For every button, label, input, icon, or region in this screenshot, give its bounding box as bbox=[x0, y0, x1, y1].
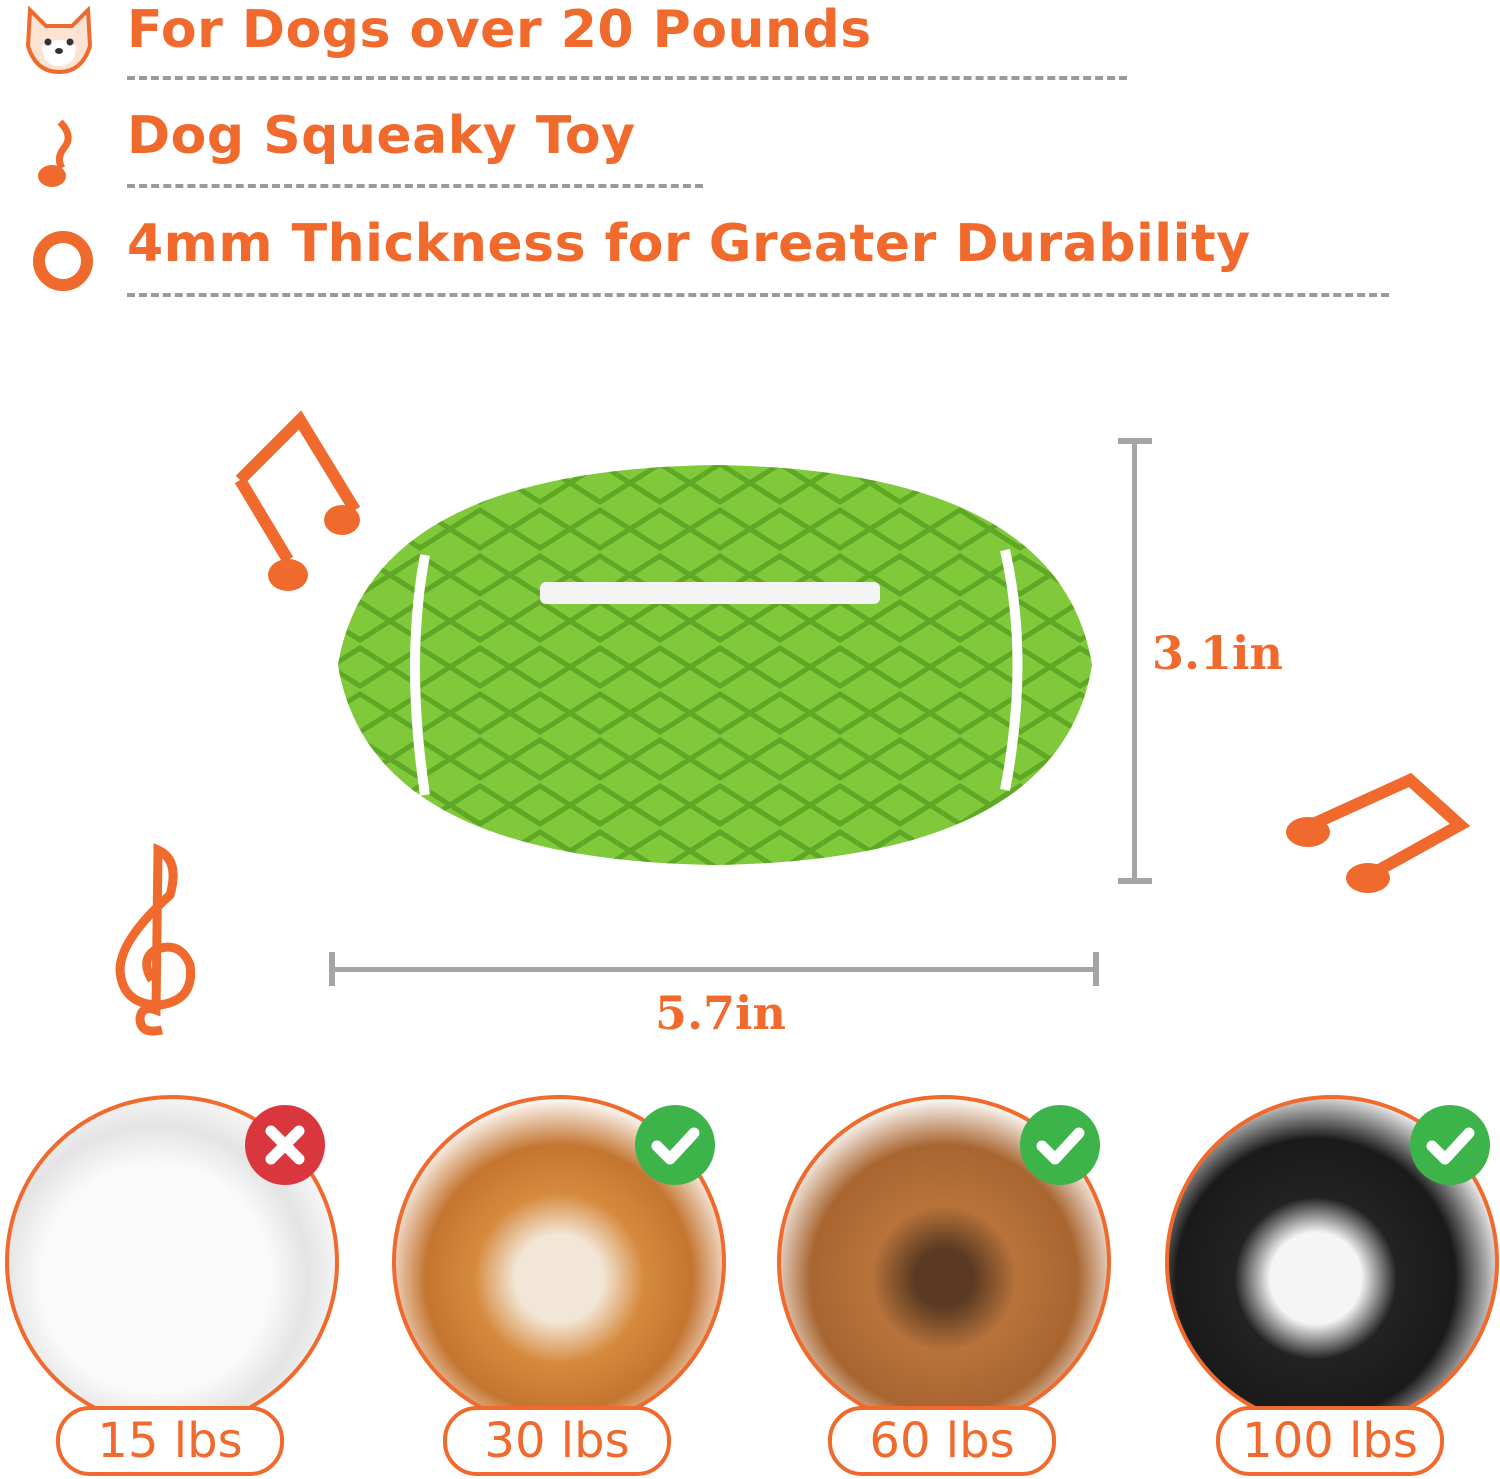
eighth-note-icon bbox=[234, 410, 361, 591]
feature-text: 4mm Thickness for Greater Durability bbox=[127, 214, 1251, 274]
check-icon bbox=[1410, 1105, 1490, 1185]
divider bbox=[127, 184, 703, 188]
eighth-note-icon bbox=[1286, 772, 1470, 893]
divider bbox=[127, 76, 1127, 80]
treble-clef-icon bbox=[115, 843, 196, 1036]
width-label: 5.7in bbox=[655, 986, 786, 1040]
weight-label: 60 lbs bbox=[828, 1406, 1056, 1476]
dimension-cap bbox=[329, 952, 335, 986]
check-icon bbox=[1020, 1105, 1100, 1185]
dimension-cap bbox=[1118, 878, 1152, 884]
weight-label: 15 lbs bbox=[56, 1406, 284, 1476]
dog-face-icon bbox=[25, 6, 93, 75]
height-dimension-line bbox=[1132, 440, 1137, 882]
football-toy-image bbox=[338, 465, 1092, 865]
divider bbox=[127, 293, 1389, 297]
height-label: 3.1in bbox=[1152, 626, 1283, 680]
weight-label: 100 lbs bbox=[1216, 1406, 1444, 1476]
dimension-cap bbox=[1118, 438, 1152, 444]
width-dimension-line bbox=[330, 967, 1098, 972]
feature-text: For Dogs over 20 Pounds bbox=[127, 0, 872, 60]
dimension-cap bbox=[1093, 952, 1099, 986]
check-icon bbox=[635, 1105, 715, 1185]
feature-text: Dog Squeaky Toy bbox=[127, 106, 636, 166]
music-note-icon bbox=[38, 119, 72, 187]
x-icon bbox=[245, 1105, 325, 1185]
ring-icon bbox=[33, 231, 93, 291]
weight-label: 30 lbs bbox=[443, 1406, 671, 1476]
